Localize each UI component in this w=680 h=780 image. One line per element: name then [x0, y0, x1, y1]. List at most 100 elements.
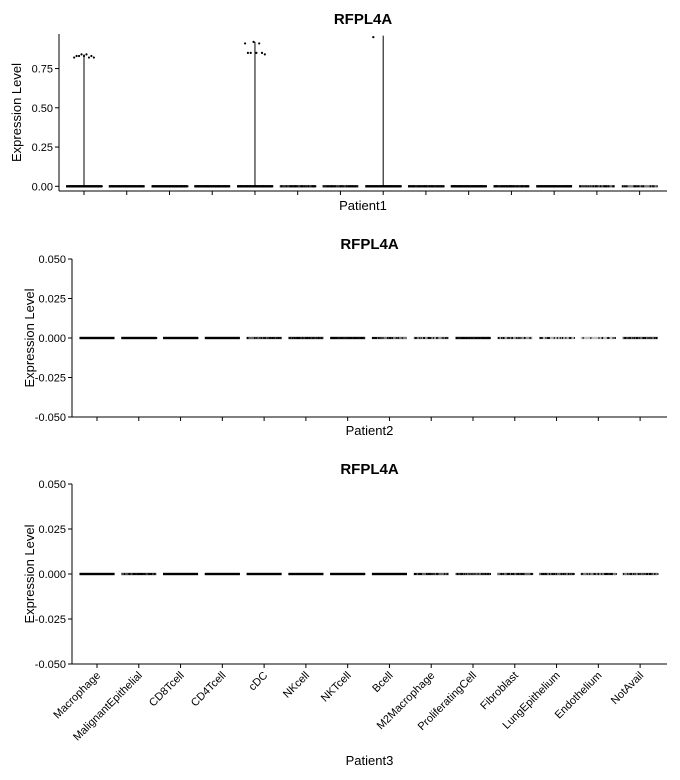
jitter-point [259, 337, 261, 339]
jitter-point [188, 337, 190, 339]
jitter-point [633, 573, 635, 575]
jitter-point [73, 185, 75, 188]
jitter-point [141, 573, 143, 575]
jitter-point [364, 573, 366, 575]
jitter-point [328, 185, 330, 188]
jitter-point [440, 185, 442, 188]
jitter-point [503, 337, 505, 339]
jitter-point [223, 573, 225, 575]
jitter-point [418, 337, 420, 339]
jitter-point [504, 185, 506, 188]
jitter-point [181, 185, 183, 188]
jitter-point [607, 185, 609, 188]
jitter-point [347, 337, 349, 339]
y-tick-label: 0.025 [38, 524, 66, 536]
jitter-point [215, 185, 217, 188]
jitter-point [248, 573, 250, 575]
jitter-point [204, 573, 206, 575]
jitter-point [538, 185, 540, 188]
jitter-point [474, 573, 476, 575]
jitter-point [608, 573, 610, 575]
outlier-point [92, 56, 95, 59]
jitter-point [397, 573, 399, 575]
jitter-point [412, 185, 414, 188]
jitter-point [165, 337, 167, 339]
jitter-point [355, 337, 357, 339]
jitter-point [166, 185, 168, 188]
jitter-point [548, 337, 550, 339]
jitter-point [79, 573, 81, 575]
jitter-point [612, 185, 614, 188]
jitter-point [573, 337, 575, 339]
jitter-point [138, 185, 140, 188]
jitter-point [475, 185, 477, 188]
jitter-point [456, 573, 458, 575]
jitter-point [90, 337, 92, 339]
jitter-point [462, 573, 464, 575]
jitter-point [295, 185, 297, 188]
jitter-point [206, 337, 208, 339]
violin-body [622, 572, 658, 576]
jitter-point [303, 185, 305, 188]
jitter-point [471, 337, 473, 339]
jitter-point [651, 573, 653, 575]
jitter-point [297, 337, 299, 339]
outlier-point [77, 54, 81, 58]
jitter-point [163, 185, 165, 188]
jitter-point [356, 185, 358, 188]
jitter-point [387, 573, 389, 575]
jitter-point [238, 185, 240, 188]
jitter-point [269, 337, 271, 339]
panel-3: RFPL4A -0.050 -0.025 0.000 0.025 0.050 Express… [22, 461, 667, 768]
jitter-point [97, 573, 99, 575]
jitter-point [373, 185, 375, 188]
jitter-point [563, 185, 565, 188]
y-tick-label: -0.050 [35, 412, 66, 424]
y-tick-label: 0.025 [38, 294, 66, 306]
jitter-point [428, 573, 430, 575]
jitter-point [466, 337, 468, 339]
jitter-point [593, 573, 595, 575]
jitter-point [280, 337, 282, 339]
jitter-point [382, 185, 384, 188]
jitter-point [634, 185, 636, 188]
jitter-point [561, 185, 563, 188]
jitter-point [338, 573, 340, 575]
jitter-point [551, 573, 553, 575]
jitter-point [382, 573, 384, 575]
jitter-point [331, 185, 333, 188]
jitter-point [516, 185, 518, 188]
jitter-point [212, 185, 214, 188]
jitter-point [475, 185, 477, 188]
jitter-point [277, 337, 279, 339]
jitter-point [460, 573, 462, 575]
jitter-point [471, 185, 473, 188]
jitter-point [266, 573, 268, 575]
jitter-point [395, 573, 397, 575]
jitter-point [217, 337, 219, 339]
jitter-point [302, 573, 304, 575]
jitter-point [332, 337, 334, 339]
jitter-point [128, 185, 130, 188]
jitter-point [546, 185, 548, 188]
jitter-point [648, 573, 650, 575]
jitter-point [486, 573, 488, 575]
y-tick-label: 0.75 [32, 64, 53, 76]
jitter-point [342, 337, 344, 339]
jitter-point [178, 573, 180, 575]
category-Macrophage [66, 54, 103, 195]
jitter-point [159, 185, 161, 188]
jitter-point [497, 337, 499, 339]
jitter-point [520, 185, 522, 188]
jitter-point [210, 185, 212, 188]
jitter-point [594, 185, 596, 188]
jitter-point [123, 573, 125, 575]
jitter-point [223, 337, 225, 339]
jitter-point [624, 337, 626, 339]
jitter-point [631, 573, 633, 575]
category-NKcell [279, 185, 317, 195]
jitter-point [155, 337, 157, 339]
category-Macrophage: Macrophage [51, 572, 115, 721]
jitter-point [588, 185, 590, 188]
